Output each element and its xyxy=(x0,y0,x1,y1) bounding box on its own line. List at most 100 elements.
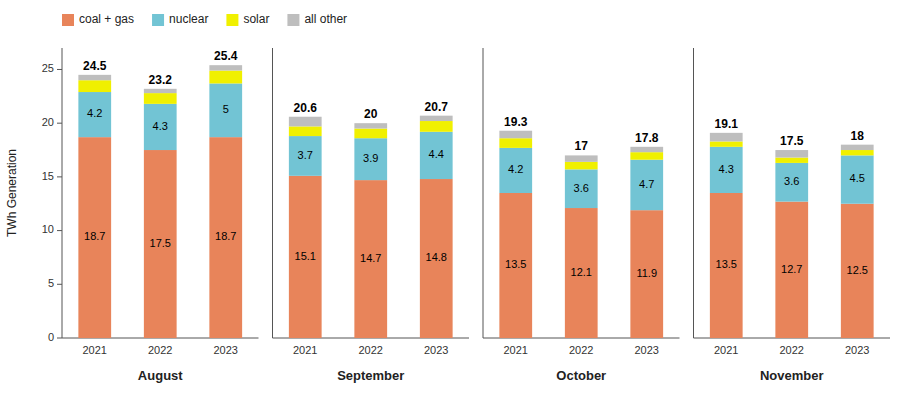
bars xyxy=(289,116,453,338)
y-tick-label: 15 xyxy=(42,170,54,182)
y-tick-label: 10 xyxy=(42,223,54,235)
data-label: 12.5 xyxy=(847,264,868,276)
bar-segment xyxy=(565,208,598,338)
bar-segment xyxy=(775,158,808,163)
y-axis-line xyxy=(483,48,484,338)
x-axis-label: October xyxy=(556,368,606,383)
data-label: 4.7 xyxy=(639,178,654,190)
chart-root: 0510152025TWh Generation18.74.224.517.54… xyxy=(0,0,900,400)
bar-segment xyxy=(499,138,532,148)
bar-segment xyxy=(710,193,743,338)
legend-swatch xyxy=(287,14,299,26)
total-label: 17 xyxy=(575,139,589,153)
bar-segment xyxy=(499,131,532,139)
bars xyxy=(710,133,874,338)
bar-segment xyxy=(289,117,322,127)
data-label: 3.9 xyxy=(363,152,378,164)
x-tick-label: 2021 xyxy=(504,344,528,356)
data-label: 13.5 xyxy=(505,258,526,270)
legend-entry: all other xyxy=(304,12,347,26)
bar-segment xyxy=(209,83,242,137)
bar-segment xyxy=(209,71,242,84)
data-label: 3.6 xyxy=(574,182,589,194)
panel: 15.13.720.614.73.92014.84.420.7202120222… xyxy=(273,48,470,383)
data-label: 14.8 xyxy=(426,251,447,263)
x-axis-label: November xyxy=(760,368,824,383)
data-label: 3.6 xyxy=(784,175,799,187)
data-label: 5 xyxy=(223,103,229,115)
bar-segment xyxy=(209,137,242,338)
x-tick-label: 2021 xyxy=(83,344,107,356)
bar-segment xyxy=(209,65,242,70)
data-label: 18.7 xyxy=(84,230,105,242)
bar-segment xyxy=(354,138,387,180)
total-label: 24.5 xyxy=(83,59,107,73)
x-tick-label: 2023 xyxy=(845,344,869,356)
bar-segment xyxy=(289,126,322,136)
total-label: 19.3 xyxy=(504,115,528,129)
legend-entry: solar xyxy=(243,12,269,26)
bar-segment xyxy=(841,204,874,338)
data-label: 14.7 xyxy=(360,252,381,264)
legend-swatch xyxy=(152,14,164,26)
total-label: 20.7 xyxy=(425,100,449,114)
bar-segment xyxy=(499,193,532,338)
bar-segment xyxy=(630,160,663,210)
x-axis-label: August xyxy=(138,368,183,383)
data-labels: 13.54.219.312.13.61711.94.717.8 xyxy=(504,115,659,279)
bars xyxy=(78,65,242,338)
legend-swatch xyxy=(226,14,238,26)
total-label: 18 xyxy=(851,129,865,143)
bar-segment xyxy=(354,180,387,338)
data-labels: 15.13.720.614.73.92014.84.420.7 xyxy=(294,100,449,264)
bar-segment xyxy=(775,202,808,338)
data-label: 15.1 xyxy=(295,250,316,262)
y-axis-line xyxy=(693,48,694,338)
bar-segment xyxy=(144,150,177,338)
y-tick-label: 5 xyxy=(48,277,54,289)
panel: 13.54.219.312.13.61711.94.717.8202120222… xyxy=(483,48,680,383)
bar-segment xyxy=(710,147,743,193)
y-tick-label: 25 xyxy=(42,62,54,74)
data-label: 13.5 xyxy=(716,258,737,270)
data-label: 12.1 xyxy=(571,266,592,278)
y-tick xyxy=(57,230,62,231)
bar-segment xyxy=(841,150,874,155)
bar-segment xyxy=(78,80,111,92)
x-tick-label: 2023 xyxy=(214,344,238,356)
bar-segment xyxy=(710,133,743,142)
bar-segment xyxy=(565,162,598,170)
bar-segment xyxy=(144,89,177,93)
bars xyxy=(499,131,663,338)
x-tick-label: 2022 xyxy=(569,344,593,356)
total-label: 20 xyxy=(364,107,378,121)
bar-segment xyxy=(775,150,808,158)
data-label: 4.3 xyxy=(153,120,168,132)
y-tick xyxy=(57,69,62,70)
data-label: 18.7 xyxy=(215,230,236,242)
bar-segment xyxy=(354,129,387,139)
data-label: 4.3 xyxy=(719,163,734,175)
data-labels: 13.54.319.112.73.617.512.54.518 xyxy=(715,117,868,276)
x-tick-label: 2021 xyxy=(293,344,317,356)
x-axis-label: September xyxy=(337,368,404,383)
bar-segment xyxy=(420,121,453,132)
y-axis-label: TWh Generation xyxy=(5,149,19,237)
bar-segment xyxy=(565,155,598,161)
x-tick-label: 2023 xyxy=(635,344,659,356)
data-label: 11.9 xyxy=(636,267,657,279)
y-axis-line xyxy=(62,48,63,338)
data-label: 4.4 xyxy=(429,148,444,160)
x-tick-label: 2023 xyxy=(424,344,448,356)
bar-segment xyxy=(420,179,453,338)
x-tick-label: 2022 xyxy=(780,344,804,356)
bar-segment xyxy=(78,137,111,338)
bar-segment xyxy=(710,141,743,146)
bar-segment xyxy=(289,176,322,338)
bar-segment xyxy=(78,92,111,137)
total-label: 19.1 xyxy=(715,117,739,131)
y-tick xyxy=(57,176,62,177)
total-label: 17.8 xyxy=(635,131,659,145)
legend-entry: coal + gas xyxy=(79,12,134,26)
legend: coal + gasnuclearsolarall other xyxy=(62,12,347,26)
